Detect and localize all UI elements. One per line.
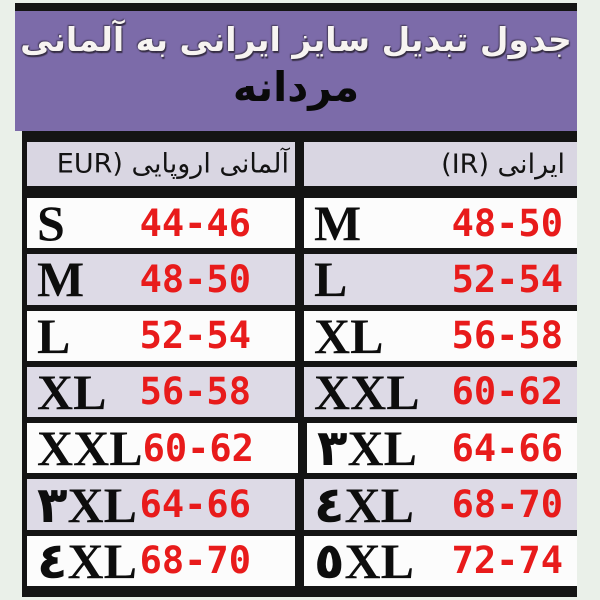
- eur-size-cell: ٤XL 68-70: [27, 536, 295, 586]
- ir-size-range: 64-66: [451, 426, 563, 470]
- ir-size-label: L: [314, 251, 348, 308]
- eur-size-range: 56-58: [139, 370, 251, 414]
- row-separator: [22, 360, 577, 367]
- eur-size-cell: S 44-46: [27, 198, 295, 248]
- column-header-eur: آلمانی اروپایی (EUR: [27, 142, 295, 186]
- eur-size-range: 52-54: [139, 314, 251, 358]
- ir-size-cell: XXL 60-62: [304, 367, 577, 417]
- eur-size-cell: L 52-54: [27, 311, 295, 361]
- table-row: S 44-46 M 48-50: [22, 198, 577, 249]
- ir-size-label: ٥XL: [314, 532, 414, 589]
- table-row: L 52-54 XL 56-58: [22, 310, 577, 361]
- eur-size-label: L: [37, 307, 71, 364]
- ir-size-range: 60-62: [451, 370, 563, 414]
- ir-size-label: ٤XL: [314, 476, 414, 533]
- table-top-border: [22, 131, 577, 142]
- eur-size-label: M: [37, 251, 85, 308]
- eur-size-range: 60-62: [142, 426, 254, 470]
- size-conversion-table: آلمانی اروپایی (EUR ایرانی (IR) S 44-46 …: [22, 131, 577, 597]
- ir-size-cell: M 48-50: [304, 198, 577, 248]
- header-separator-border: [22, 186, 577, 198]
- table-body: S 44-46 M 48-50 M 48-50 L 52-54: [22, 198, 577, 586]
- eur-size-cell: ۳XL 64-66: [27, 476, 295, 533]
- row-separator: [22, 529, 577, 536]
- eur-size-label: S: [37, 195, 65, 252]
- eur-size-label: ۳XL: [37, 476, 137, 533]
- column-divider: [297, 423, 307, 474]
- table-row: XXL 60-62 ۳XL 64-66: [22, 423, 577, 474]
- ir-size-cell: L 52-54: [304, 254, 577, 304]
- ir-size-cell: ٤XL 68-70: [304, 476, 577, 533]
- table-header-row: آلمانی اروپایی (EUR ایرانی (IR): [22, 142, 577, 186]
- column-divider: [295, 254, 304, 305]
- eur-size-cell: XXL 60-62: [27, 423, 298, 473]
- table-row: XL 56-58 XXL 60-62: [22, 366, 577, 418]
- ir-size-range: 56-58: [451, 314, 563, 358]
- table-row: ٤XL 68-70 ٥XL 72-74: [22, 535, 577, 586]
- ir-size-label: M: [314, 195, 362, 252]
- column-divider: [295, 535, 304, 586]
- row-separator: [22, 417, 577, 424]
- chart-title: جدول تبدیل سایز ایرانی به آلمانی: [20, 20, 572, 59]
- column-divider: [295, 366, 304, 418]
- row-separator: [22, 304, 577, 311]
- ir-size-label: XXL: [314, 363, 420, 420]
- eur-size-range: 64-66: [139, 483, 251, 527]
- ir-size-range: 52-54: [451, 257, 563, 301]
- column-divider: [295, 142, 304, 186]
- column-divider: [295, 198, 304, 249]
- eur-size-range: 44-46: [139, 201, 251, 245]
- row-separator: [22, 473, 577, 480]
- table-row: ۳XL 64-66 ٤XL 68-70: [22, 476, 577, 533]
- table-bottom-border: [22, 586, 577, 597]
- ir-size-range: 72-74: [451, 539, 563, 583]
- ir-size-range: 48-50: [451, 201, 563, 245]
- eur-size-cell: M 48-50: [27, 254, 295, 304]
- ir-size-cell: XL 56-58: [304, 311, 577, 361]
- chart-subtitle-mens: مردانه: [232, 63, 360, 111]
- eur-size-range: 48-50: [139, 257, 251, 301]
- eur-size-range: 68-70: [139, 539, 251, 583]
- column-header-ir: ایرانی (IR): [304, 142, 577, 186]
- eur-size-label: XL: [37, 363, 107, 420]
- ir-size-cell: ۳XL 64-66: [307, 423, 577, 473]
- column-header-ir-label: ایرانی (IR): [441, 148, 565, 180]
- eur-size-label: XXL: [37, 420, 143, 477]
- row-separator: [22, 248, 577, 255]
- ir-size-label: ۳XL: [316, 420, 417, 477]
- eur-size-label: ٤XL: [37, 532, 137, 589]
- ir-size-cell: ٥XL 72-74: [304, 536, 577, 586]
- header-panel: جدول تبدیل سایز ایرانی به آلمانی مردانه: [15, 3, 577, 131]
- table-row: M 48-50 L 52-54: [22, 254, 577, 305]
- ir-size-label: XL: [314, 307, 384, 364]
- eur-size-cell: XL 56-58: [27, 367, 295, 417]
- ir-size-range: 68-70: [451, 483, 563, 527]
- column-header-eur-label: آلمانی اروپایی (EUR: [56, 148, 289, 180]
- column-divider: [295, 310, 304, 361]
- column-divider: [295, 479, 304, 530]
